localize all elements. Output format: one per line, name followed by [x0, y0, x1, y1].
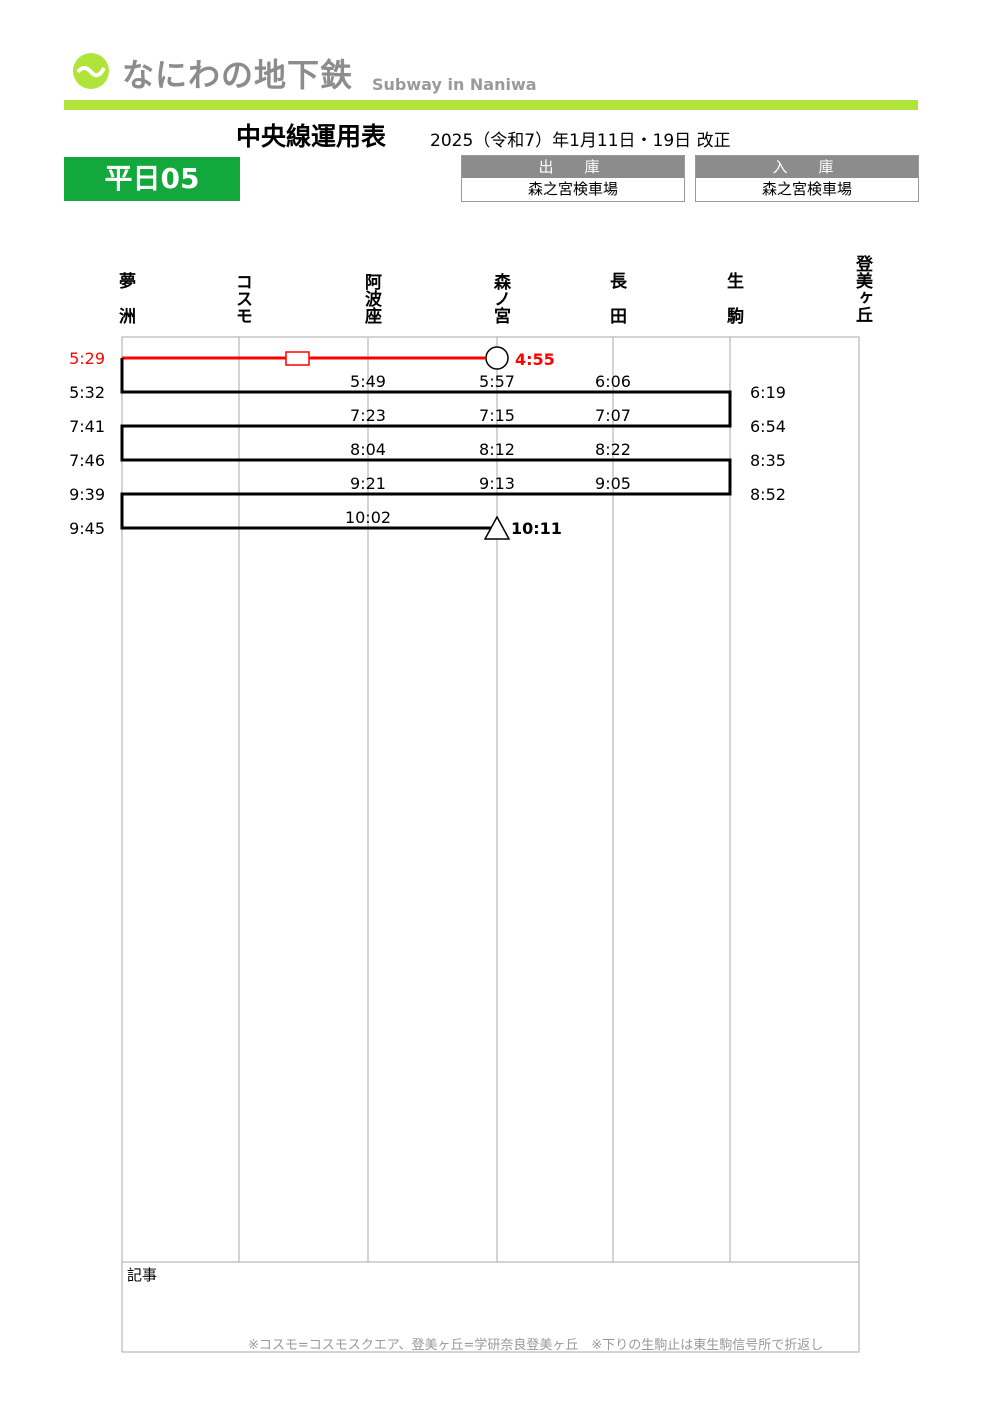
station-header: コスモ: [232, 273, 252, 324]
depart-depot: 出 庫 森之宮検車場: [461, 155, 685, 202]
station-header: 長田: [606, 272, 626, 342]
station-header: 生駒: [723, 272, 743, 342]
right-time: 6:54: [750, 417, 786, 436]
logo-icon: [73, 53, 109, 89]
depart-value: 森之宮検車場: [527, 180, 618, 198]
footnote: ※コスモ=コスモスクエア、登美ヶ丘=学研奈良登美ヶ丘 ※下りの生駒止は東生駒信号…: [248, 1338, 824, 1353]
table-border: [121, 336, 860, 1353]
station-header: 夢洲: [115, 272, 135, 342]
station-header: 阿波座: [361, 273, 381, 324]
station-time: 9:13: [479, 474, 515, 493]
station-time: 8:04: [350, 440, 386, 459]
route-line: [120, 358, 732, 530]
station-time: 6:06: [595, 372, 631, 391]
page-title: 中央線運用表: [236, 122, 387, 151]
enter-depot: 入 庫 森之宮検車場: [695, 155, 919, 202]
left-time: 9:45: [69, 519, 105, 538]
brand-name: なにわの地下鉄: [122, 56, 354, 94]
station-time: 5:57: [479, 372, 515, 391]
enter-label: 入 庫: [696, 156, 918, 178]
revision-date: 2025（令和7）年1月11日・19日 改正: [430, 131, 731, 151]
depart-circle-icon: [485, 346, 509, 370]
left-time: 7:41: [69, 417, 105, 436]
header-divider: [64, 100, 918, 110]
left-time: 5:29: [69, 349, 105, 368]
station-time: 8:22: [595, 440, 631, 459]
station-time: 9:21: [350, 474, 386, 493]
end-time: 10:11: [511, 519, 562, 538]
station-time: 5:49: [350, 372, 386, 391]
station-time: 9:05: [595, 474, 631, 493]
right-time: 8:52: [750, 485, 786, 504]
station-time: 7:15: [479, 406, 515, 425]
left-time: 9:39: [69, 485, 105, 504]
station-time: 7:07: [595, 406, 631, 425]
deadhead-marker: [285, 351, 310, 366]
station-header: 森ノ宮: [490, 273, 510, 324]
brand-subtitle: Subway in Naniwa: [372, 75, 537, 94]
operation-number: 平日05: [64, 157, 240, 201]
enter-value: 森之宮検車場: [761, 180, 852, 198]
station-time: 7:23: [350, 406, 386, 425]
station-time: 8:12: [479, 440, 515, 459]
enter-triangle-icon: [483, 515, 511, 540]
station-time: 10:02: [345, 508, 391, 527]
right-time: 8:35: [750, 451, 786, 470]
depart-label: 出 庫: [462, 156, 684, 178]
left-time: 5:32: [69, 383, 105, 402]
left-time: 7:46: [69, 451, 105, 470]
notes-label: 記事: [127, 1266, 158, 1284]
station-header: 登美ヶ丘: [852, 255, 872, 323]
right-time: 6:19: [750, 383, 786, 402]
start-time: 4:55: [515, 350, 555, 369]
